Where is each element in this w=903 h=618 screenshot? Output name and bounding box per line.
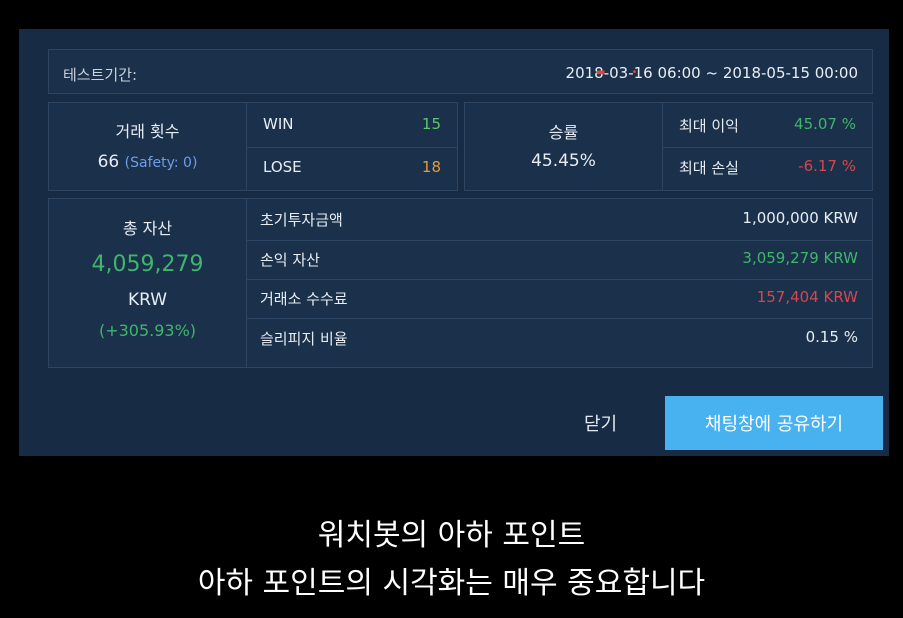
divider <box>246 240 872 241</box>
slippage-label: 슬리피지 비율 <box>260 330 348 348</box>
total-assets-label: 총 자산 <box>122 219 173 238</box>
subtitle-line-2: 아하 포인트의 시각화는 매우 중요합니다 <box>197 566 706 601</box>
test-period-value: 2018-03-16 06:00 ~ 2018-05-15 00:00 <box>565 64 858 82</box>
pnl-assets-label: 손익 자산 <box>260 251 320 269</box>
divider <box>246 318 872 319</box>
test-period-label: 테스트기간: <box>63 66 138 84</box>
subtitle-line-1: 워치봇의 아하 포인트 <box>317 518 586 553</box>
win-label: WIN <box>263 115 294 133</box>
divider <box>246 199 247 367</box>
exchange-fee-label: 거래소 수수료 <box>260 290 348 308</box>
divider <box>246 103 247 190</box>
pnl-assets-value: 3,059,279 KRW <box>742 249 858 267</box>
trade-count-value: 66 (Safety: 0) <box>49 152 246 172</box>
total-assets-unit: KRW <box>127 290 168 310</box>
divider <box>246 279 872 280</box>
divider <box>662 103 663 190</box>
divider <box>662 147 872 148</box>
win-value: 15 <box>421 115 441 133</box>
exchange-fee-value: 157,404 KRW <box>756 288 858 306</box>
lose-label: LOSE <box>263 158 302 176</box>
divider <box>246 147 457 148</box>
win-rate-box: 승률 45.45% 최대 이익 45.07 % 최대 손실 -6.17 % <box>464 102 873 191</box>
trade-count-box: 거래 횟수 66 (Safety: 0) WIN 15 LOSE 18 <box>48 102 458 191</box>
initial-investment-value: 1,000,000 KRW <box>742 209 858 227</box>
slippage-value: 0.15 % <box>805 328 858 346</box>
safety-count: (Safety: 0) <box>124 155 198 171</box>
share-to-chat-button[interactable]: 채팅창에 공유하기 <box>665 396 883 450</box>
backtest-result-panel: 테스트기간: 2018-03-16 06:00 ~ 2018-05-15 00:… <box>19 29 889 456</box>
max-profit-value: 45.07 % <box>794 115 856 133</box>
max-loss-value: -6.17 % <box>798 157 856 175</box>
total-assets-value: 4,059,279 <box>91 252 204 277</box>
test-period-box: 테스트기간: 2018-03-16 06:00 ~ 2018-05-15 00:… <box>48 49 873 94</box>
initial-investment-label: 초기투자금액 <box>260 211 343 229</box>
total-assets-change: (+305.93%) <box>98 321 197 340</box>
win-rate-value: 45.45% <box>531 151 596 171</box>
close-button[interactable]: 닫기 <box>584 410 617 436</box>
max-profit-label: 최대 이익 <box>679 117 739 135</box>
lose-value: 18 <box>421 158 441 176</box>
trade-count-number: 66 <box>97 152 120 172</box>
total-assets-box: 총 자산 4,059,279 KRW (+305.93%) 초기투자금액 1,0… <box>48 198 873 368</box>
trade-count-label: 거래 횟수 <box>115 122 180 141</box>
cursor-marks: ▬• <box>596 67 664 78</box>
win-rate-label: 승률 <box>548 123 579 142</box>
max-loss-label: 최대 손실 <box>679 159 739 177</box>
